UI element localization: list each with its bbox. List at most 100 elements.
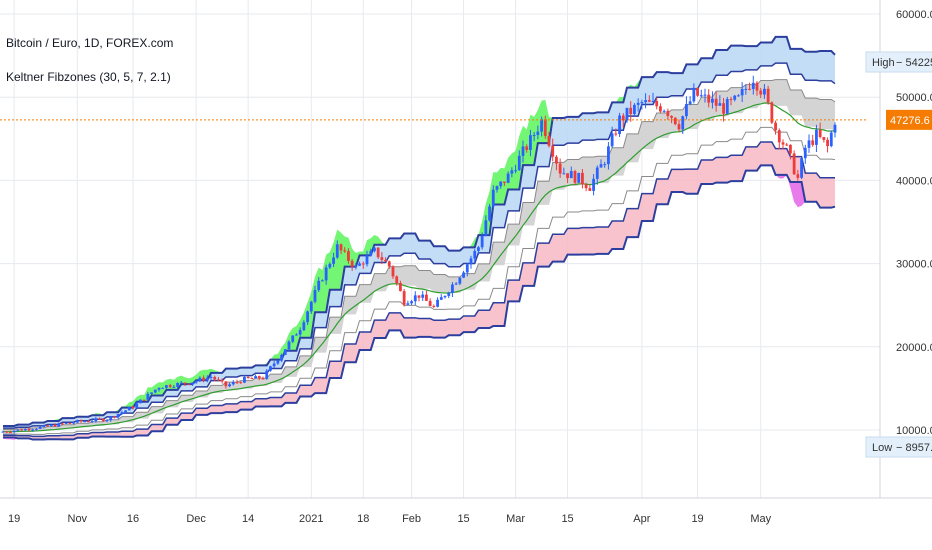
candle-body [358,263,361,266]
candle-body [818,129,822,138]
candle-body [655,100,659,107]
upper-zone-fill [3,36,835,429]
candle-body [465,264,469,273]
candles [1,75,837,434]
candle-body [120,412,124,415]
x-tick-label: Apr [633,513,650,525]
candle-body [432,305,436,307]
high-tag-value: − 54225.3 [896,57,932,69]
candle-body [807,140,811,148]
candle-body [551,145,555,157]
candle-body [373,247,376,252]
candle-body [785,144,789,146]
candle-body [105,420,109,422]
candle-body [179,382,183,384]
candle-body [733,95,737,100]
candle-body [269,366,272,371]
candle-body [618,115,621,135]
candle-body [384,259,387,262]
candle-body [343,250,347,252]
candle-body [644,100,647,103]
candle-body [662,110,666,112]
high-tag-label: High [872,57,895,69]
candle-body [729,99,733,101]
candle-body [209,376,213,378]
candle-body [176,383,179,387]
candle-body [610,133,614,147]
candle-body [796,174,800,178]
candle-body [413,295,417,302]
candle-body [751,82,755,89]
candle-body [165,385,168,388]
candle-body [90,421,94,423]
candle-body [748,88,751,90]
candle-body [61,423,64,425]
candle-body [198,377,202,381]
x-tick-label: 2021 [299,513,323,525]
candle-body [391,266,395,277]
candle-body [588,188,592,191]
candle-body [573,171,577,183]
candle-body [139,399,142,404]
candle-body [228,384,231,387]
candle-body [685,104,688,117]
candle-body [425,294,428,301]
x-tick-label: Mar [506,513,525,525]
candle-body [239,382,243,384]
candle-body [38,426,42,429]
candle-body [480,235,484,248]
candle-body [254,376,257,379]
y-tick-label: 20000.0 [896,342,932,354]
candle-body [20,429,23,431]
indicator-title: Keltner Fibzones (30, 5, 7, 2.1) [6,70,171,84]
candle-body [410,301,413,304]
low-tag-box [865,436,932,458]
low-tag-value: − 8957.3 [896,442,932,454]
candle-body [1,431,5,433]
candle-body [677,124,681,130]
high-tag: High− 54225.3 [865,51,932,73]
candle-body [113,416,116,418]
candle-body [722,103,725,114]
candle-body [633,104,636,114]
x-tick-label: 15 [457,513,469,525]
candle-body [23,428,27,431]
x-tick-label: 19 [691,513,703,525]
candle-body [406,303,410,305]
candle-body [157,387,161,390]
candle-body [803,147,807,159]
candle-body [53,424,57,427]
candle-body [361,263,365,265]
axes: 60000.0 50000.0 40000.0 30000.0 20000.0 10000… [0,0,932,525]
candle-body [191,382,194,385]
candle-body [309,301,313,312]
candle-body [339,244,343,251]
candle-body [562,173,566,175]
candle-body [659,106,662,112]
candle-body [187,383,191,385]
candle-body [699,95,703,97]
candle-body [451,284,454,293]
candle-body [826,139,829,147]
candle-body [328,263,332,268]
candle-body [577,172,581,183]
candle-body [306,311,309,323]
candle-body [833,124,837,133]
band-lines [2,35,836,441]
candle-body [458,277,462,284]
candle-body [592,178,595,191]
candle-body [280,354,283,361]
candle-body [514,170,517,172]
chart-legend: Bitcoin / Euro, 1D, FOREX.com Keltner Fi… [6,26,173,94]
candle-body [224,381,228,387]
breakdown-zone-fill [3,165,835,440]
candle-body [670,116,673,118]
candle-body [272,363,276,367]
current-price-tag-value: 47276.6 [890,115,930,127]
candle-body [454,283,458,285]
candle-body [68,422,72,424]
symbol-title: Bitcoin / Euro, 1D, FOREX.com [6,36,174,50]
candle-body [161,387,165,389]
candle-body [354,265,358,267]
